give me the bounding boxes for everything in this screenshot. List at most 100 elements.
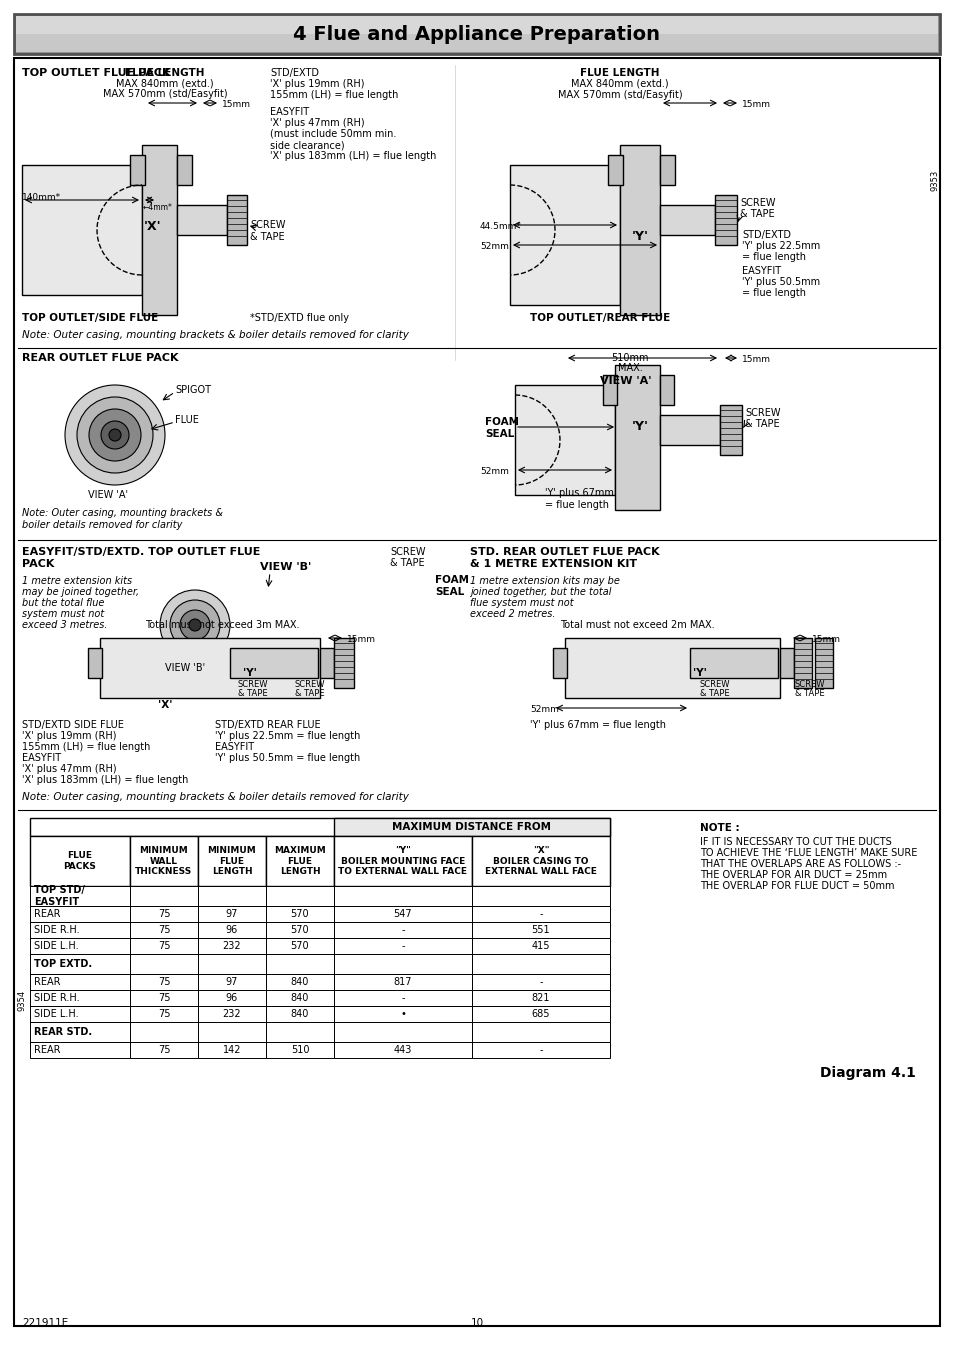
Text: STD/EXTD SIDE FLUE: STD/EXTD SIDE FLUE	[22, 720, 124, 730]
Text: SCREW: SCREW	[740, 199, 775, 208]
Text: 96: 96	[226, 993, 238, 1002]
Bar	[30, 817, 609, 836]
Circle shape	[101, 422, 129, 449]
Text: MAX 840mm (extd.): MAX 840mm (extd.)	[571, 78, 668, 89]
Text: THE OVERLAP FOR FLUE DUCT = 50mm: THE OVERLAP FOR FLUE DUCT = 50mm	[700, 881, 894, 892]
Bar	[198, 954, 266, 974]
Bar	[30, 921, 130, 938]
Text: SCREW: SCREW	[237, 680, 268, 689]
Bar	[334, 1042, 472, 1058]
Text: 155mm (LH) = flue length: 155mm (LH) = flue length	[270, 91, 398, 100]
Bar	[334, 836, 472, 886]
Text: FLUE
PACKS: FLUE PACKS	[64, 851, 96, 870]
Bar	[515, 385, 615, 494]
Text: REAR: REAR	[34, 909, 60, 919]
Text: Note: Outer casing, mounting brackets & boiler details removed for clarity: Note: Outer casing, mounting brackets & …	[22, 792, 409, 802]
Bar	[472, 938, 609, 954]
Text: 840: 840	[291, 993, 309, 1002]
Circle shape	[160, 590, 230, 661]
Text: MAXIMUM
FLUE
LENGTH: MAXIMUM FLUE LENGTH	[274, 846, 326, 875]
Text: but the total flue: but the total flue	[22, 598, 104, 608]
Bar	[14, 14, 939, 54]
Text: 221911E: 221911E	[22, 1319, 69, 1328]
Bar	[198, 974, 266, 990]
Text: 'X' plus 47mm (RH): 'X' plus 47mm (RH)	[270, 118, 364, 128]
Text: 685: 685	[531, 1009, 550, 1019]
Text: & 1 METRE EXTENSION KIT: & 1 METRE EXTENSION KIT	[470, 559, 637, 569]
Circle shape	[170, 600, 220, 650]
Text: -: -	[538, 977, 542, 988]
Bar	[130, 1021, 198, 1042]
Text: 'X': 'X'	[157, 700, 172, 711]
Text: & TAPE: & TAPE	[740, 209, 774, 219]
Text: 510mm: 510mm	[611, 353, 648, 363]
Text: NOTE :: NOTE :	[700, 823, 739, 834]
Text: 15mm: 15mm	[811, 635, 841, 644]
Bar	[793, 638, 811, 688]
Text: 570: 570	[291, 909, 309, 919]
Text: SPIGOT: SPIGOT	[174, 385, 211, 394]
Text: TOP OUTLET/REAR FLUE: TOP OUTLET/REAR FLUE	[530, 313, 670, 323]
Bar	[30, 836, 130, 886]
Text: "Y"
BOILER MOUNTING FACE
TO EXTERNAL WALL FACE: "Y" BOILER MOUNTING FACE TO EXTERNAL WAL…	[338, 846, 467, 875]
Bar	[177, 155, 192, 185]
Bar	[30, 886, 130, 907]
Text: TOP OUTLET FLUE PACK: TOP OUTLET FLUE PACK	[22, 68, 171, 78]
Text: SCREW: SCREW	[794, 680, 824, 689]
Bar	[30, 954, 130, 974]
Bar	[334, 954, 472, 974]
Text: 'Y': 'Y'	[692, 667, 706, 678]
Text: & TAPE: & TAPE	[294, 689, 324, 698]
Bar	[198, 990, 266, 1006]
Text: 10: 10	[470, 1319, 483, 1328]
Bar	[472, 886, 609, 907]
Bar	[472, 1021, 609, 1042]
Text: FLUE LENGTH: FLUE LENGTH	[579, 68, 659, 78]
Bar	[266, 1021, 334, 1042]
Text: Note: Outer casing, mounting brackets &: Note: Outer casing, mounting brackets &	[22, 508, 223, 517]
Text: FOAM: FOAM	[484, 417, 518, 427]
Bar	[334, 1006, 472, 1021]
Bar	[198, 921, 266, 938]
Text: may be joined together,: may be joined together,	[22, 586, 139, 597]
Text: 44.5mm*: 44.5mm*	[479, 222, 521, 231]
Text: THAT THE OVERLAPS ARE AS FOLLOWS :-: THAT THE OVERLAPS ARE AS FOLLOWS :-	[700, 859, 901, 869]
Text: -: -	[401, 925, 404, 935]
Text: 15mm: 15mm	[347, 635, 375, 644]
Text: •: •	[399, 1009, 406, 1019]
Bar	[266, 990, 334, 1006]
Text: -: -	[401, 942, 404, 951]
Text: SIDE R.H.: SIDE R.H.	[34, 993, 79, 1002]
Text: 'X' plus 19mm (RH): 'X' plus 19mm (RH)	[270, 78, 364, 89]
Bar	[334, 974, 472, 990]
Text: 142: 142	[222, 1046, 241, 1055]
Bar	[198, 938, 266, 954]
Bar	[659, 205, 714, 235]
Bar	[615, 365, 659, 509]
Bar	[30, 938, 130, 954]
Text: 97: 97	[226, 909, 238, 919]
Bar	[30, 1042, 130, 1058]
Text: SEAL: SEAL	[484, 430, 514, 439]
Text: 817: 817	[394, 977, 412, 988]
Text: -: -	[538, 909, 542, 919]
Text: 155mm (LH) = flue length: 155mm (LH) = flue length	[22, 742, 151, 753]
Bar	[334, 990, 472, 1006]
Text: 'Y' plus 22.5mm: 'Y' plus 22.5mm	[741, 240, 820, 251]
Text: Total must not exceed 2m MAX.: Total must not exceed 2m MAX.	[559, 620, 714, 630]
Bar	[334, 817, 609, 836]
Text: 52mm: 52mm	[530, 705, 558, 713]
Bar	[130, 990, 198, 1006]
Bar	[564, 638, 780, 698]
Text: & TAPE: & TAPE	[794, 689, 823, 698]
Text: ←4mm*: ←4mm*	[143, 203, 172, 212]
Bar	[659, 155, 675, 185]
Text: 415: 415	[531, 942, 550, 951]
Bar	[266, 886, 334, 907]
Text: EASYFIT: EASYFIT	[214, 742, 253, 753]
Text: 'Y': 'Y'	[243, 667, 256, 678]
Bar	[334, 1021, 472, 1042]
Bar	[130, 155, 145, 185]
Text: FLUE: FLUE	[174, 415, 198, 426]
Text: 443: 443	[394, 1046, 412, 1055]
